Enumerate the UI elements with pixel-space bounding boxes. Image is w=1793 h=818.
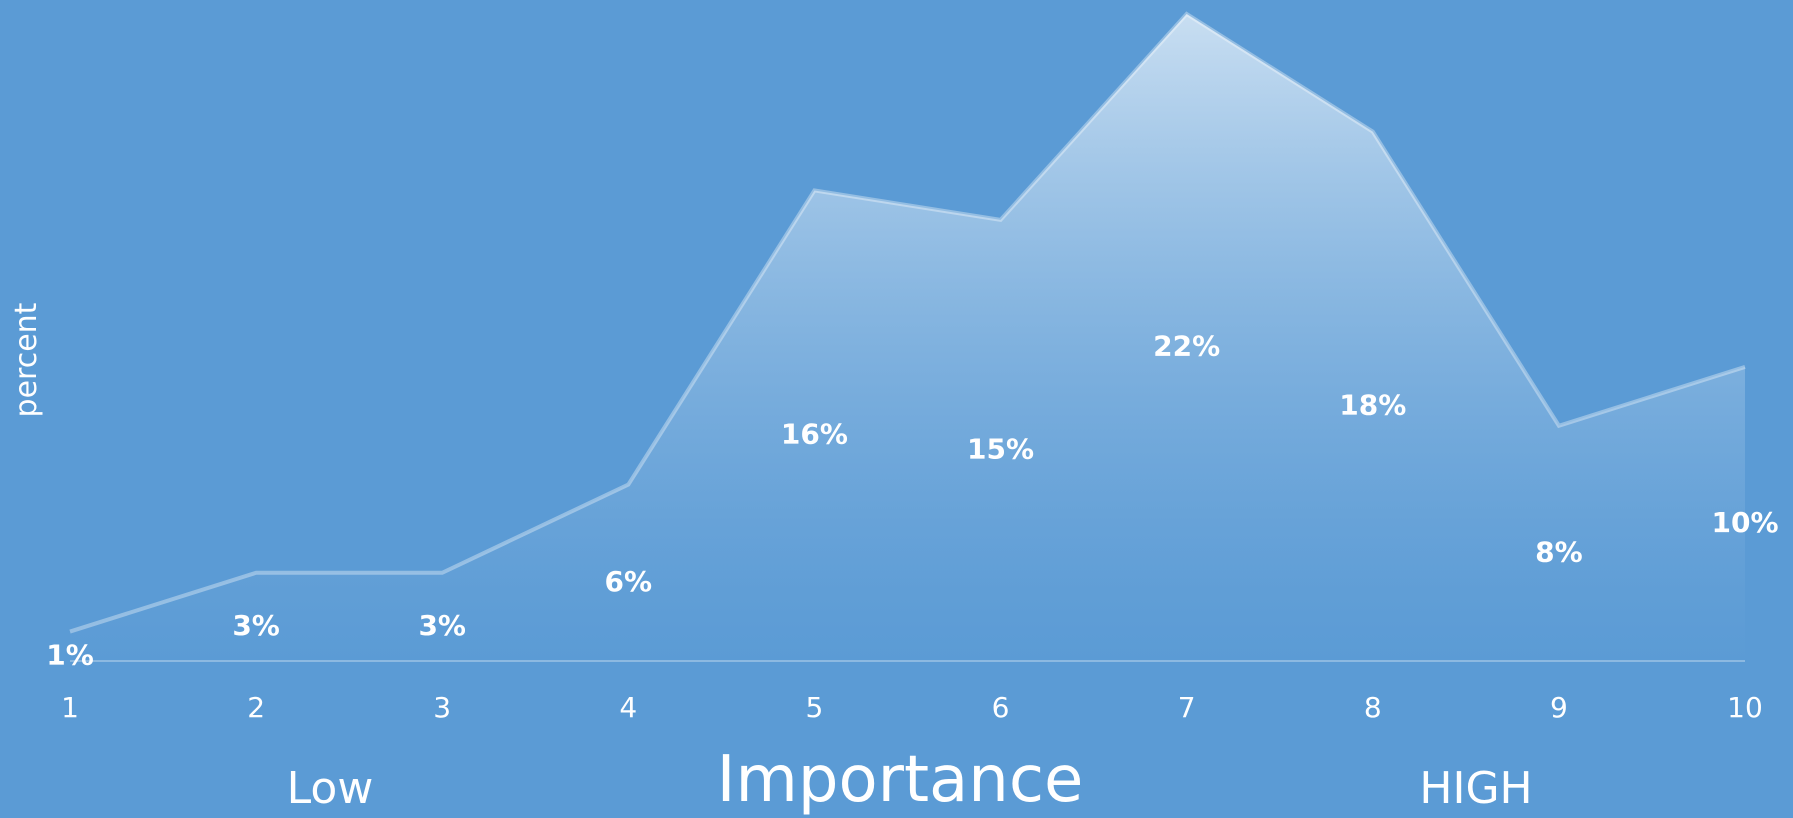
data-label: 22%	[1153, 330, 1220, 363]
x-tick-label: 3	[433, 691, 451, 724]
x-axis-label: Importance	[716, 743, 1084, 817]
area-top-line	[69, 11, 1746, 634]
data-label: 16%	[781, 418, 848, 451]
area-fill	[70, 14, 1745, 661]
x-tick-label: 4	[619, 691, 637, 724]
data-label: 10%	[1711, 506, 1778, 539]
x-tick-label: 10	[1727, 691, 1763, 724]
x-tick-label: 9	[1550, 691, 1568, 724]
data-label: 15%	[967, 432, 1034, 465]
data-label: 8%	[1535, 535, 1583, 568]
x-tick-label: 6	[992, 691, 1010, 724]
x-tick-label: 5	[806, 691, 824, 724]
data-label: 18%	[1339, 388, 1406, 421]
x-tick-label: 2	[247, 691, 265, 724]
y-axis-label: percent	[8, 302, 44, 418]
x-annotation-high: HIGH	[1419, 763, 1533, 814]
data-label: 3%	[232, 609, 280, 642]
x-tick-label: 8	[1364, 691, 1382, 724]
x-tick-label: 1	[61, 691, 79, 724]
data-label: 3%	[418, 609, 466, 642]
data-label: 6%	[605, 565, 653, 598]
x-tick-label: 7	[1178, 691, 1196, 724]
x-annotation-low: Low	[286, 763, 374, 814]
data-label: 1%	[46, 638, 94, 671]
